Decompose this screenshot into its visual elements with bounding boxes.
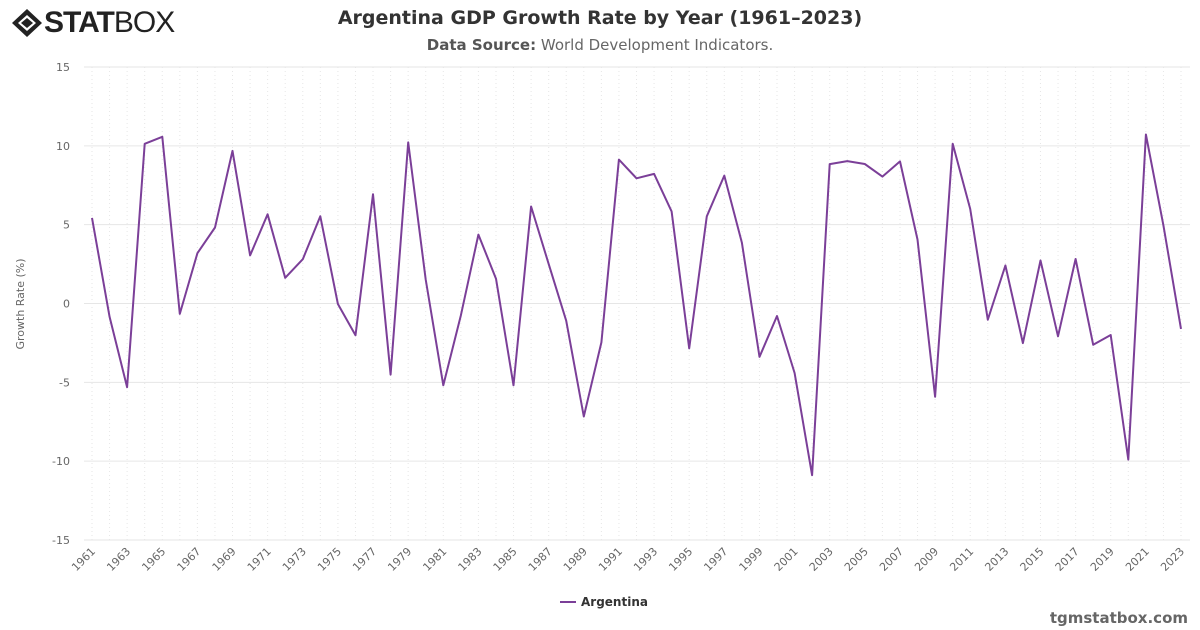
legend-swatch <box>560 601 576 603</box>
x-tick-label: 2019 <box>1088 545 1117 574</box>
series-line-argentina <box>91 133 1182 477</box>
x-tick-label: 1997 <box>701 545 730 574</box>
x-tick-label: 1967 <box>175 545 204 574</box>
x-tick-label: 1971 <box>245 545 274 574</box>
x-tick-label: 1989 <box>561 545 590 574</box>
statbox-logo: STATBOX <box>10 6 175 40</box>
x-tick-label: 2021 <box>1123 545 1152 574</box>
x-tick-label: 1977 <box>350 545 379 574</box>
x-tick-label: 2001 <box>772 545 801 574</box>
x-tick-label: 2015 <box>1018 545 1047 574</box>
x-tick-label: 1981 <box>420 545 449 574</box>
y-tick-label: -10 <box>52 455 70 468</box>
x-tick-label: 1995 <box>666 545 695 574</box>
x-tick-label: 2023 <box>1158 545 1187 574</box>
y-tick-label: -5 <box>59 376 70 389</box>
x-tick-label: 1979 <box>385 545 414 574</box>
chart-subtitle: Data Source: World Development Indicator… <box>426 36 774 54</box>
x-tick-label: 1999 <box>737 545 766 574</box>
x-tick-label: 1985 <box>491 545 520 574</box>
y-tick-label: 0 <box>63 298 70 311</box>
x-tick-label: 1987 <box>526 545 555 574</box>
x-tick-label: 2017 <box>1053 545 1082 574</box>
x-tick-label: 1993 <box>631 545 660 574</box>
x-tick-label: 1969 <box>210 545 239 574</box>
x-tick-label: 2011 <box>947 545 976 574</box>
x-tick-label: 2013 <box>982 545 1011 574</box>
legend-item-argentina[interactable]: Argentina <box>560 595 648 609</box>
chart-title: Argentina GDP Growth Rate by Year (1961–… <box>337 7 863 29</box>
x-tick-label: 1961 <box>69 545 98 574</box>
legend-label: Argentina <box>581 595 648 609</box>
x-tick-label: 1973 <box>280 545 309 574</box>
x-tick-label: 1983 <box>456 545 485 574</box>
x-tick-label: 1963 <box>104 545 133 574</box>
y-tick-label: 5 <box>63 219 70 232</box>
diamond-logo-icon <box>12 9 42 37</box>
y-tick-label: 15 <box>56 61 70 74</box>
x-tick-label: 1991 <box>596 545 625 574</box>
x-tick-label: 2009 <box>912 545 941 574</box>
logo-text: STATBOX <box>44 6 175 39</box>
y-tick-label: 10 <box>56 140 70 153</box>
x-tick-label: 1965 <box>139 545 168 574</box>
x-tick-label: 2003 <box>807 545 836 574</box>
site-credit: tgmstatbox.com <box>1049 609 1188 627</box>
y-tick-label: -15 <box>52 534 70 547</box>
x-tick-label: 1975 <box>315 545 344 574</box>
x-tick-label: 2007 <box>877 545 906 574</box>
x-tick-label: 2005 <box>842 545 871 574</box>
y-axis-label: Growth Rate (%) <box>14 258 27 349</box>
